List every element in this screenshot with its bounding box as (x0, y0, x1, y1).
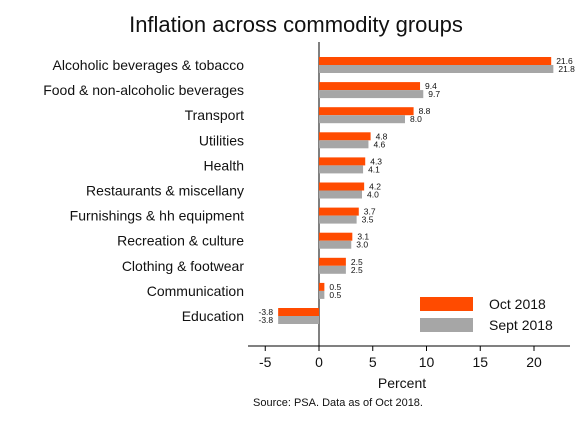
chart-title: Inflation across commodity groups (129, 12, 463, 37)
bar-oct-2018 (319, 57, 552, 65)
data-label: 21.8 (558, 64, 575, 74)
bar-sept-2018 (319, 165, 364, 174)
legend-swatch (420, 297, 473, 311)
category-label: Communication (147, 283, 244, 299)
category-label: Recreation & culture (117, 233, 244, 249)
x-tick-label: 15 (472, 354, 488, 370)
bar-sept-2018 (319, 215, 357, 224)
x-tick-label: 10 (419, 354, 435, 370)
data-label: 9.7 (428, 89, 440, 99)
bar-oct-2018 (319, 207, 359, 216)
data-label: 8.8 (419, 106, 431, 116)
data-label: -3.8 (258, 315, 273, 325)
data-label: 2.5 (351, 257, 363, 267)
bar-sept-2018 (319, 190, 362, 199)
category-label: Transport (185, 107, 245, 123)
bar-sept-2018 (319, 290, 325, 299)
bar-oct-2018 (319, 257, 346, 266)
data-label: 9.4 (425, 81, 437, 91)
legend: Oct 2018 Sept 2018 (420, 296, 553, 333)
data-label: 3.5 (362, 215, 374, 225)
data-label: 0.5 (329, 290, 341, 300)
category-label: Education (182, 308, 244, 324)
x-tick-label: 0 (315, 354, 323, 370)
category-label: Utilities (199, 132, 244, 148)
category-label: Food & non-alcoholic beverages (43, 82, 244, 98)
category-labels-group: Alcoholic beverages & tobacco Food & non-… (43, 57, 244, 324)
x-tick-label: 20 (526, 354, 542, 370)
bar-sept-2018 (319, 115, 405, 124)
category-label: Alcoholic beverages & tobacco (53, 57, 245, 73)
category-label: Furnishings & hh equipment (70, 208, 244, 224)
data-label: 4.2 (369, 182, 381, 192)
bar-oct-2018 (319, 232, 353, 241)
source-note: Source: PSA. Data as of Oct 2018. (253, 397, 423, 409)
data-label: 4.6 (373, 139, 385, 149)
data-label: 3.1 (357, 232, 369, 242)
data-label: 3.7 (364, 207, 376, 217)
data-label: 4.8 (376, 131, 388, 141)
x-tick-label: 5 (369, 354, 377, 370)
category-label: Clothing & footwear (122, 258, 245, 274)
data-label: 21.6 (556, 56, 573, 66)
category-label: Health (204, 157, 244, 173)
legend-label: Sept 2018 (489, 317, 553, 333)
data-label: 4.0 (367, 190, 379, 200)
bar-oct-2018 (319, 182, 365, 191)
bar-sept-2018 (278, 316, 319, 324)
bar-sept-2018 (319, 240, 352, 249)
data-label: 2.5 (351, 265, 363, 275)
bar-oct-2018 (278, 308, 319, 316)
legend-label: Oct 2018 (489, 296, 546, 312)
x-axis-label: Percent (378, 375, 426, 391)
data-label: 8.0 (410, 114, 422, 124)
bar-oct-2018 (319, 282, 325, 291)
bar-sept-2018 (319, 265, 346, 274)
data-label: -3.8 (258, 307, 273, 317)
data-label: 4.1 (368, 164, 380, 174)
bar-sept-2018 (319, 90, 424, 99)
data-label: 0.5 (329, 282, 341, 292)
bar-sept-2018 (319, 65, 554, 73)
data-label: 4.3 (370, 156, 382, 166)
bars-group: 21.621.8 9.49.7 8.88.0 4.84.6 4.34.1 4.24.0 3.… (258, 56, 575, 325)
category-label: Restaurants & miscellany (86, 183, 244, 199)
bar-oct-2018 (319, 157, 366, 166)
x-ticks-group: -5 0 5 10 15 20 (259, 346, 542, 370)
data-label: 3.0 (356, 240, 368, 250)
bar-oct-2018 (319, 107, 414, 116)
bar-oct-2018 (319, 82, 421, 91)
x-tick-label: -5 (259, 354, 272, 370)
plot-area: 21.621.8 9.49.7 8.88.0 4.84.6 4.34.1 4.24.0 3.… (43, 42, 575, 370)
legend-swatch (420, 318, 473, 332)
bar-oct-2018 (319, 132, 371, 141)
bar-sept-2018 (319, 140, 369, 149)
